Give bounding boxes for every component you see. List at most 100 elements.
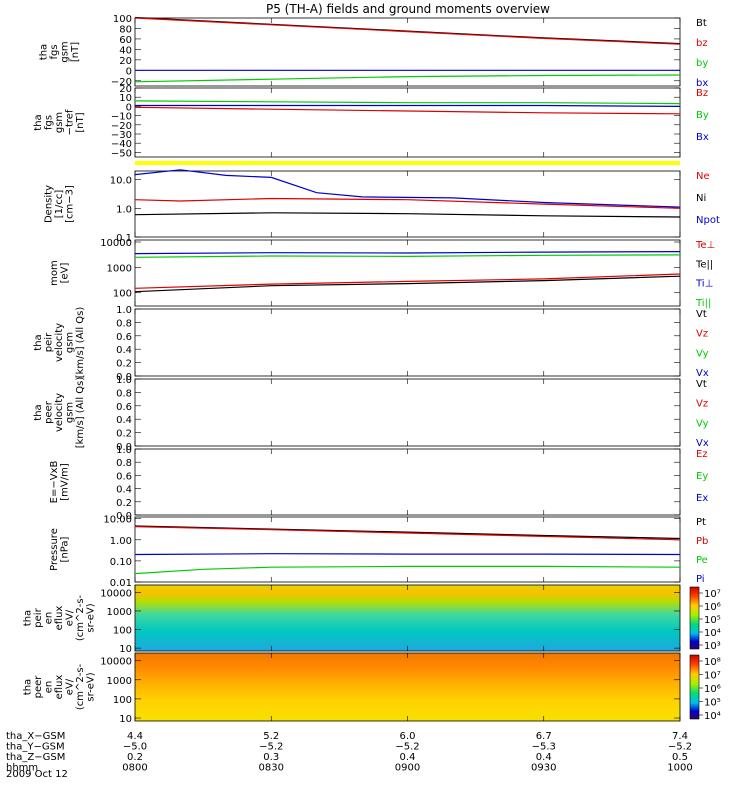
y-tick-label: 1000 <box>107 676 132 687</box>
footer-value: 0930 <box>531 763 556 774</box>
y-tick-label: 100 <box>113 289 132 300</box>
y-tick-label: −50 <box>111 148 132 159</box>
y-axis-label: [eV] <box>59 263 70 284</box>
y-tick-label: 1.0 <box>116 204 132 215</box>
series-line <box>134 197 681 209</box>
y-axis-label: tha <box>23 679 34 695</box>
y-tick-label: 0 <box>126 66 132 77</box>
y-tick-label: 100 <box>113 695 132 706</box>
y-tick-label: 1.0 <box>116 375 132 386</box>
footer-value: 0830 <box>259 763 284 774</box>
y-tick-label: 0.8 <box>116 318 132 329</box>
footer-row-label: tha_Z−GSM <box>6 752 65 763</box>
footer-value: −5.2 <box>395 742 419 753</box>
y-axis-label: E=−VxB <box>49 461 60 504</box>
footer-value: −5.2 <box>259 742 283 753</box>
y-tick-label: −10 <box>111 112 132 123</box>
y-axis-label: tha <box>38 44 49 60</box>
y-axis-label: [km/s] (All Qs) <box>75 307 86 379</box>
y-axis-label: gsm <box>54 112 65 133</box>
footer-row-label: hhmm <box>6 763 38 774</box>
y-tick-label: −20 <box>111 77 132 88</box>
series-line <box>134 553 681 556</box>
y-axis-label: tha <box>33 334 44 350</box>
y-axis-label: [nT] <box>75 112 86 132</box>
y-tick-label: 0.8 <box>116 388 132 399</box>
y-axis-label: [km/s] (All Qs) <box>75 377 86 449</box>
panel-density: 10.0 1.0 0.1 Density [1/cc] [cm−3] Ne Ni Npot <box>44 169 720 244</box>
series-line <box>135 104 681 107</box>
legend-entry: Ni <box>696 193 706 204</box>
y-tick-label: 10000 <box>100 588 132 599</box>
y-tick-label: 60 <box>119 35 132 46</box>
y-tick-label: 20 <box>119 84 132 95</box>
peer_spec-colorbar: 10⁸ 10⁷ 10⁶ 10⁵ 10⁴ <box>689 654 721 722</box>
y-tick-label: 0.4 <box>116 485 132 496</box>
yellow-flag-bar <box>135 161 680 165</box>
footer-value: 7.4 <box>672 731 688 742</box>
footer-value: −5.3 <box>532 742 556 753</box>
legend-entry: Vt <box>696 379 707 390</box>
legend-entry: by <box>696 58 708 69</box>
panel-efield: 1.0 0.8 0.6 0.4 0.2 0.0 E=−VxB [mV/m] Ez Ey Ex <box>49 445 709 522</box>
legend-entry: bx <box>696 78 708 89</box>
y-axis-label: mom <box>49 260 60 286</box>
footer-value: 0900 <box>395 763 420 774</box>
y-tick-label: 10 <box>119 714 132 725</box>
footer-value: 0.5 <box>672 752 688 763</box>
panel-temperature: 10000 1000 100 mom [eV] Te⊥ Te|| Ti⊥ Ti|| <box>49 238 716 309</box>
legend-entry: Bt <box>696 18 707 29</box>
y-axis-label: peir <box>44 332 55 352</box>
y-axis-label: (cm^2-s- <box>75 663 86 710</box>
legend-entry: Vy <box>696 418 709 429</box>
footer-value: 0.2 <box>127 752 143 763</box>
y-tick-label: 0.6 <box>116 332 132 343</box>
footer-value: 4.4 <box>127 731 143 742</box>
y-axis-label: tha <box>23 610 34 626</box>
panel-peer_vel: 1.0 0.8 0.6 0.4 0.2 0.0 tha peer velocity gsm [km/… <box>33 375 709 453</box>
y-tick-label: 0.8 <box>116 458 132 469</box>
y-tick-label: 10.0 <box>110 176 132 187</box>
series-line <box>134 273 681 289</box>
legend-entry: bz <box>696 38 708 49</box>
footer-value: 0.4 <box>400 752 416 763</box>
y-axis-label: fgs <box>44 115 55 130</box>
legend-entry: Te⊥ <box>695 240 715 251</box>
y-tick-label: 0.2 <box>116 429 132 440</box>
y-axis-label: −tref <box>65 109 76 135</box>
footer-row-label: tha_X−GSM <box>6 731 65 742</box>
legend-entry: Ex <box>696 493 708 504</box>
y-tick-label: 0.6 <box>116 402 132 413</box>
y-tick-label: 0.2 <box>116 498 132 509</box>
footer-value: −5.0 <box>123 742 147 753</box>
y-tick-label: 10 <box>119 644 132 655</box>
legend-entry: Npot <box>696 215 720 226</box>
y-axis-label: peer <box>44 400 55 424</box>
panel-pressure: 10.00 1.00 0.10 0.01 Pressure [nPa] Pt Pb Pe Pi <box>49 515 709 589</box>
panel-peir_spec: 10⁷ 10⁶ 10⁵ 10⁴ 10³ 10000 1000 100 10 tha peir en ef… <box>23 584 721 655</box>
colorbar-tick-label: 10⁵ <box>704 698 721 709</box>
panel-peir_vel: 1.0 0.8 0.6 0.4 0.2 0.0 tha peir velocity gsm [km/… <box>33 305 709 383</box>
y-axis-label: en <box>44 612 55 625</box>
y-tick-label: −30 <box>111 130 132 141</box>
y-tick-label: 10.00 <box>103 515 132 526</box>
y-axis-label: gsm <box>65 332 76 353</box>
colorbar-tick-label: 10⁴ <box>704 711 721 722</box>
y-tick-label: 1.0 <box>116 445 132 456</box>
peer_spec-spectrogram <box>135 653 680 721</box>
chart-title: P5 (TH-A) fields and ground moments over… <box>266 2 550 16</box>
footer-value: 0800 <box>122 763 147 774</box>
y-axis-label: Pressure <box>49 528 60 571</box>
series-line <box>134 106 681 115</box>
footer-value: −5.2 <box>668 742 692 753</box>
legend-entry: By <box>696 110 709 121</box>
colorbar-tick-label: 10⁴ <box>704 628 721 639</box>
legend-entry: Pt <box>696 517 706 528</box>
footer-value: 6.0 <box>400 731 416 742</box>
colorbar-tick-label: 10⁷ <box>704 589 721 600</box>
y-axis-label: eflux <box>54 606 65 631</box>
y-axis-label: eflux <box>54 675 65 700</box>
legend-entry: Vt <box>696 309 707 320</box>
y-tick-label: 10000 <box>100 657 132 668</box>
